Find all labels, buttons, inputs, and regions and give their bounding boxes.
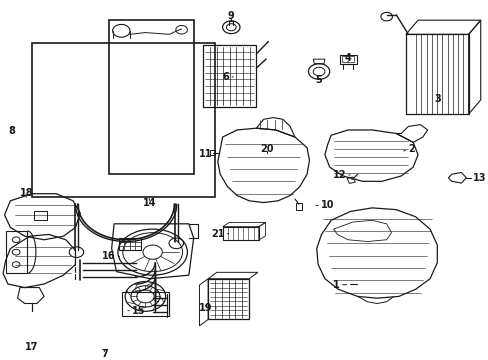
Bar [296, 203, 302, 210]
Text: 2: 2 [407, 144, 414, 154]
Bar [32, 43, 215, 197]
Text: 5: 5 [314, 75, 321, 85]
Text: 6: 6 [222, 72, 229, 82]
Text: 18: 18 [20, 188, 33, 198]
Text: 13: 13 [471, 174, 485, 184]
Text: 3: 3 [433, 94, 440, 104]
Text: 8: 8 [8, 126, 15, 136]
Text: 15: 15 [132, 306, 145, 316]
Bar [208, 279, 249, 319]
Bar [119, 238, 141, 251]
Bar [109, 20, 193, 174]
Text: 19: 19 [199, 303, 212, 313]
Text: 9: 9 [227, 11, 234, 21]
Bar [203, 45, 256, 107]
Text: 12: 12 [332, 170, 346, 180]
Text: 4: 4 [344, 53, 351, 63]
Text: 21: 21 [211, 229, 224, 239]
Text: 7: 7 [101, 349, 107, 359]
Text: 1: 1 [332, 280, 339, 290]
Text: 14: 14 [142, 198, 156, 208]
Text: 11: 11 [198, 149, 212, 159]
Text: 10: 10 [321, 201, 334, 210]
Bar [222, 227, 258, 240]
Bar [34, 211, 46, 220]
Text: 16: 16 [102, 251, 115, 261]
Bar [341, 57, 353, 62]
Bar [339, 55, 356, 64]
Bar [209, 150, 215, 156]
Text: 20: 20 [260, 144, 274, 154]
Text: 17: 17 [25, 342, 39, 352]
